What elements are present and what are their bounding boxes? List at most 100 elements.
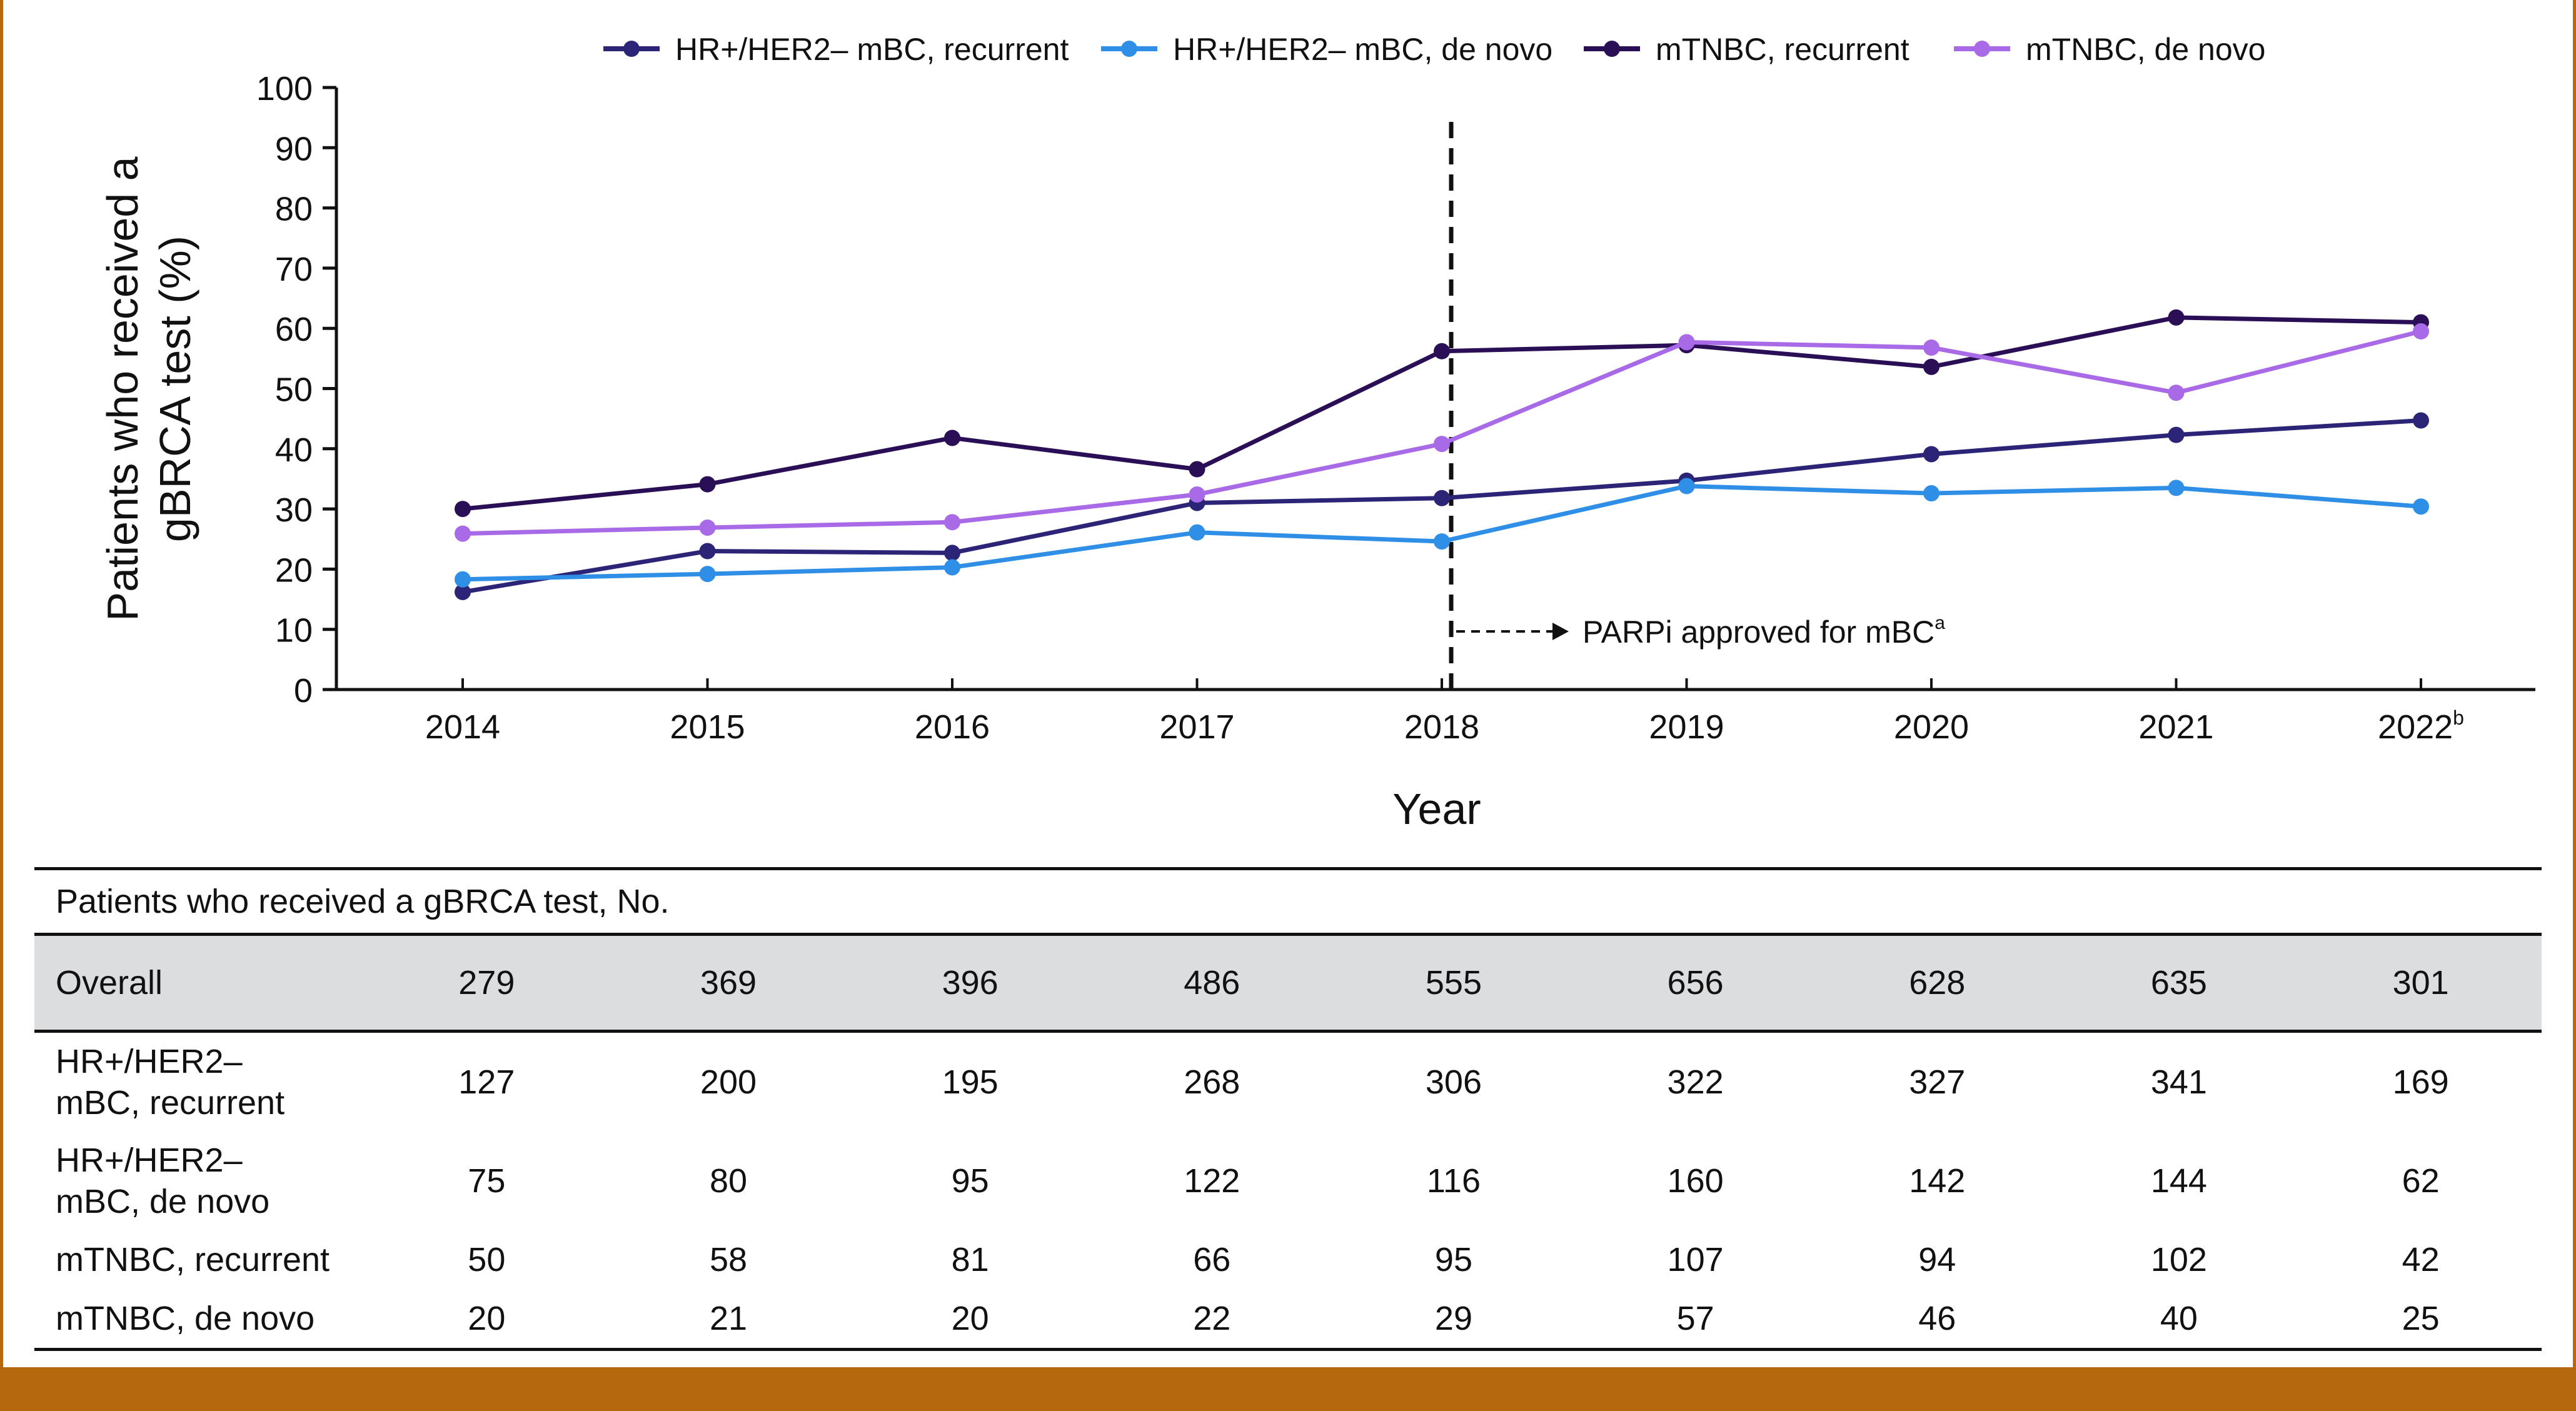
table-cell: 102 [2150,1241,2207,1278]
x-axis: 2014 2015 2016 2017 2018 2019 2020 2021 2022b [336,678,2535,746]
table-cell: 42 [2402,1241,2440,1278]
x-tick-label: 2018 [1404,708,1479,746]
table-cell: 195 [942,1063,999,1101]
x-tick-label: 2014 [425,708,500,746]
table-cell: 301 [2300,933,2542,1033]
table-cell: 322 [1667,1063,1724,1101]
data-point [2413,498,2429,515]
legend-label: HR+/HER2– mBC, de novo [1173,32,1552,67]
table-cell: 81 [951,1241,989,1278]
table-cell: 22 [1090,1289,1333,1351]
table-cell: 144 [2150,1162,2207,1200]
table-cell: 628 [1816,933,2058,1033]
series-layer [455,309,2429,600]
data-point [1434,490,1450,506]
data-point [2168,426,2185,443]
table-cell: 306 [1425,1063,1482,1101]
data-point [1434,436,1450,453]
legend-swatch-marker [623,41,640,57]
data-point [2168,384,2185,401]
table-cell: 94 [1918,1241,1956,1278]
series-4 [455,323,2429,542]
legend-swatch-marker [1974,41,1990,57]
row-label: HR+/HER2– mBC, de novo [56,1142,270,1220]
counts-table: Patients who received a gBRCA test, No. … [34,867,2542,1351]
y-tick-label: 60 [275,311,313,348]
legend-swatch-marker [1604,41,1620,57]
data-point [944,514,960,531]
table-cell: 279 [366,933,608,1033]
y-tick-label: 0 [294,672,313,710]
data-point [699,566,716,583]
reference-label: PARPi approved for mBCa [1582,613,1945,650]
y-tick-label: 90 [275,130,313,168]
table-caption: Patients who received a gBRCA test, No. [34,867,2542,935]
y-axis: 0 10 20 30 40 50 60 70 80 90 100 Patients who recei… [98,70,338,710]
y-tick-label: 20 [275,551,313,589]
y-tick-label: 100 [256,70,313,108]
table-cell: 40 [2058,1289,2300,1351]
legend-label: mTNBC, recurrent [1656,32,1909,67]
table-cell: 20 [366,1289,608,1351]
table-caption-row: Patients who received a gBRCA test, No. [34,867,2542,935]
table-cell: 62 [2402,1162,2440,1200]
table-row: Overall 279 369 396 486 555 656 628 635 … [34,933,2542,1033]
data-point [1434,343,1450,359]
data-point [1923,446,1940,463]
data-point [699,476,716,493]
table-cell: 50 [468,1241,506,1278]
table-cell: 656 [1574,933,1816,1033]
data-point [1189,486,1205,503]
y-tick-label: 30 [275,491,313,529]
data-point [1923,339,1940,356]
table-cell: 369 [607,933,850,1033]
x-tick-label: 2015 [670,708,745,746]
line-chart: HR+/HER2– mBC, recurrent HR+/HER2– mBC, d… [98,32,2535,833]
legend-label: HR+/HER2– mBC, recurrent [675,32,1069,67]
row-label: Overall [34,933,366,1033]
legend-item: HR+/HER2– mBC, recurrent [603,32,1069,67]
parpi-reference: PARPi approved for mBCa [1449,122,1945,692]
y-tick-label: 40 [275,431,313,469]
data-point [2413,323,2429,340]
table-cell: 95 [951,1162,989,1200]
y-axis-title: Patients who received agBRCA test (%) [98,156,199,621]
table-row: mTNBC, recurrent 50 58 81 66 95 107 94 1… [34,1230,2542,1289]
row-label: mTNBC, recurrent [56,1241,330,1278]
table-cell: 66 [1193,1241,1231,1278]
data-point [944,559,960,576]
data-point [455,525,471,542]
table-cell: 46 [1816,1289,2058,1351]
legend-item: mTNBC, de novo [1954,32,2265,67]
table-cell: 75 [468,1162,506,1200]
data-point [2413,412,2429,429]
figure-card: HR+/HER2– mBC, recurrent HR+/HER2– mBC, d… [3,0,2573,1367]
x-tick-label: 2020 [1894,708,1969,746]
x-tick-label: 2022b [2378,706,2464,746]
table-cell: 95 [1434,1241,1472,1278]
legend-swatch-marker [1121,41,1137,57]
data-point [1189,524,1205,541]
table-cell: 486 [1090,933,1333,1033]
data-point [1678,334,1695,351]
table-cell: 200 [700,1063,757,1101]
data-point [2168,309,2185,326]
data-point [455,583,471,600]
data-point [1189,461,1205,478]
series-2 [455,478,2429,588]
data-point [455,571,471,588]
table-cell: 268 [1184,1063,1240,1101]
data-point [2168,480,2185,496]
table-cell: 555 [1332,933,1575,1033]
table-cell: 80 [709,1162,748,1200]
row-label: mTNBC, de novo [34,1289,366,1351]
y-tick-label: 80 [275,191,313,228]
table-cell: 142 [1909,1162,1966,1200]
legend-item: HR+/HER2– mBC, de novo [1101,32,1552,67]
table-cell: 160 [1667,1162,1724,1200]
series-1 [455,412,2429,600]
table-row: HR+/HER2– mBC, de novo 75 80 95 122 116 1… [34,1132,2542,1230]
x-axis-title: Year [1392,785,1481,833]
y-tick-label: 50 [275,371,313,409]
table-cell: 396 [849,933,1091,1033]
